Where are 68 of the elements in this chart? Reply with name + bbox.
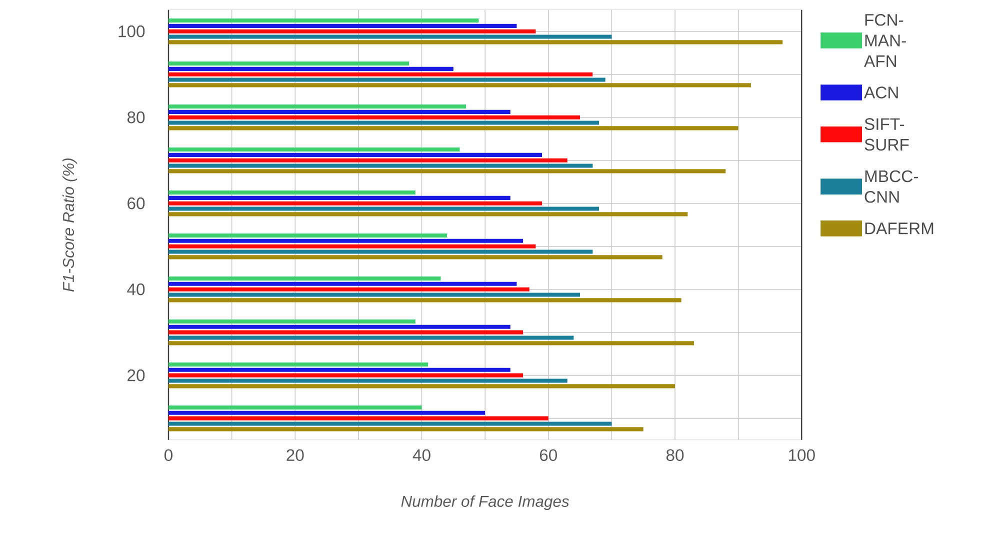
x-tick-label: 60 — [540, 448, 558, 461]
bar — [168, 422, 612, 426]
y-tick-label: 40 — [127, 283, 145, 296]
x-tick-label: 40 — [412, 448, 430, 461]
x-tick-label: 100 — [788, 448, 815, 461]
bar — [168, 147, 460, 152]
x-axis-title: Number of Face Images — [401, 495, 570, 510]
bar — [168, 196, 510, 200]
bar — [168, 250, 593, 254]
bar — [168, 319, 416, 324]
y-tick-label: 80 — [127, 111, 145, 124]
bar — [168, 336, 574, 340]
bar — [168, 330, 524, 334]
bar — [168, 405, 422, 410]
bar — [168, 368, 510, 372]
bar — [168, 115, 580, 120]
bar — [168, 72, 593, 76]
bar — [168, 340, 694, 345]
bar — [168, 276, 441, 280]
bar — [168, 158, 568, 162]
bar — [168, 34, 612, 39]
y-tick-label: 100 — [118, 25, 145, 38]
bar — [168, 24, 517, 28]
bar — [168, 40, 783, 44]
legend-label: ACN — [864, 86, 898, 98]
bar — [168, 201, 542, 206]
bar — [168, 61, 410, 66]
bar — [168, 384, 675, 388]
legend-label: FCN-MAN-AFN — [864, 14, 906, 67]
bar — [168, 298, 682, 302]
bar — [168, 233, 448, 238]
x-tick-label: 80 — [666, 448, 684, 461]
bar — [168, 282, 517, 286]
bar — [168, 78, 606, 82]
bar — [168, 152, 542, 157]
bar — [168, 18, 479, 22]
bar — [168, 292, 580, 297]
bar — [168, 212, 688, 216]
bar — [168, 410, 486, 415]
bar — [168, 164, 593, 168]
bar — [168, 66, 454, 71]
y-tick-label: 20 — [128, 369, 145, 382]
legend-label: DAFERM — [865, 222, 934, 234]
y-axis-title: F1-Score Ratio (%) — [62, 158, 78, 292]
bar — [168, 82, 751, 87]
y-tick-label: 60 — [128, 197, 145, 210]
x-tick-label: 0 — [164, 448, 172, 461]
bar — [168, 190, 416, 194]
bar — [168, 244, 536, 248]
bar — [168, 416, 548, 420]
legend-label: MBCC-CNN — [864, 170, 918, 203]
bar — [168, 29, 536, 34]
bar — [168, 378, 568, 383]
bar — [168, 426, 644, 431]
bar — [168, 254, 662, 259]
bar — [168, 120, 600, 125]
bar — [168, 110, 510, 114]
x-tick-label: 20 — [286, 448, 304, 461]
bar — [168, 168, 726, 173]
bar — [168, 104, 466, 108]
legend-label: SIFT-SURF — [864, 118, 909, 150]
bar — [168, 324, 510, 329]
bar — [168, 238, 524, 243]
bar — [168, 126, 738, 130]
bar — [168, 287, 530, 292]
bar — [168, 362, 428, 366]
bar — [168, 206, 600, 211]
bar — [168, 373, 524, 378]
